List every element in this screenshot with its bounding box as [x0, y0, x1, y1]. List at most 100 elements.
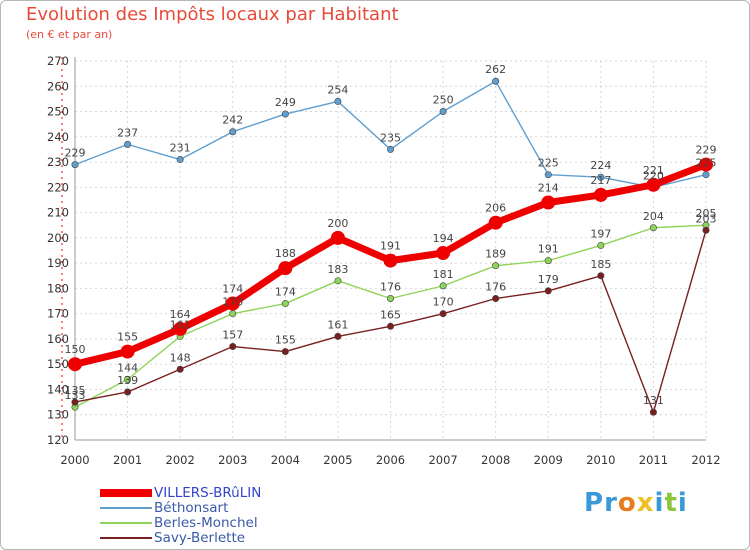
series-0-label-2011: 221	[643, 164, 664, 177]
series-1-point-2007	[439, 108, 447, 116]
series-2-label-2008: 189	[485, 248, 506, 261]
series-1-point-2004	[281, 110, 289, 118]
y-tick-label-130: 130	[47, 408, 69, 422]
series-2-point-2010	[597, 241, 605, 249]
series-3-point-2002	[176, 365, 184, 373]
series-3-point-2011	[649, 408, 657, 416]
series-1-label-2000: 229	[65, 147, 86, 160]
line-chart: 1201301401501601701801902002102202302402…	[47, 54, 721, 467]
series-1-label-2010: 224	[590, 159, 611, 172]
series-3-point-2003	[229, 343, 237, 351]
axes	[61, 57, 706, 441]
series-1-point-2001	[124, 140, 132, 148]
series-1-label-2001: 237	[117, 126, 138, 139]
x-axis-ticks: 2000 2001 2002 2003 2004 2005 2006 2007 2008 2009…	[60, 453, 720, 467]
series-2-label-2002: 161	[170, 318, 191, 331]
x-tick-label-2007: 2007	[428, 453, 457, 467]
proxiti-logo: Proxiti	[584, 488, 688, 518]
series-1-label-2012: 225	[696, 157, 717, 170]
series-0-label-2012: 229	[696, 144, 717, 157]
y-tick-label-270: 270	[47, 54, 69, 68]
series-1-point-2009	[544, 171, 552, 179]
series-3-label-2010: 185	[590, 258, 611, 271]
series-3-label-2001: 139	[117, 374, 138, 387]
y-tick-label-200: 200	[47, 231, 69, 245]
series-2-label-2005: 183	[327, 263, 348, 276]
y-tick-label-150: 150	[47, 357, 69, 371]
series-0-label-2010: 217	[590, 174, 611, 187]
series-1-label-2004: 249	[275, 96, 296, 109]
series-1-label-2007: 250	[433, 94, 454, 107]
series-3-label-2000: 135	[65, 384, 86, 397]
series-3-point-2010	[597, 272, 605, 280]
x-tick-label-2005: 2005	[323, 453, 352, 467]
series-1-label-2002: 231	[170, 142, 191, 155]
series-3-point-2009	[544, 287, 552, 295]
legend-label-1: Béthonsart	[154, 500, 229, 516]
series-3-label-2002: 148	[170, 351, 191, 364]
legend-label-3: Savy-Berlette	[154, 530, 246, 546]
series-3-label-2012: 203	[696, 212, 717, 225]
series-2-point-2009	[544, 257, 552, 265]
series-0-label-2000: 150	[65, 343, 86, 356]
x-tick-label-2004: 2004	[271, 453, 300, 467]
series-0-point-2004	[278, 261, 293, 276]
y-tick-label-230: 230	[47, 155, 69, 169]
y-tick-label-250: 250	[47, 105, 69, 119]
series-0-label-2009: 214	[538, 181, 559, 194]
chart-title: Evolution des Impôts locaux par Habitant	[26, 4, 399, 25]
x-tick-label-2012: 2012	[691, 453, 720, 467]
legend-swatch-3	[100, 537, 152, 539]
x-tick-label-2010: 2010	[586, 453, 615, 467]
series-0-point-2006	[383, 253, 398, 268]
series-0-label-2007: 194	[433, 232, 454, 245]
series-0-label-2008: 206	[485, 202, 506, 215]
logo-letter-0: P	[584, 488, 605, 518]
series-2-label-2000: 133	[65, 389, 86, 402]
legend-swatch-2	[100, 522, 152, 524]
series-0-label-2003: 174	[222, 283, 243, 296]
series-2-point-2006	[386, 295, 394, 303]
x-tick-label-2003: 2003	[218, 453, 247, 467]
series-0-point-2002	[173, 321, 188, 336]
series-3-point-2008	[492, 295, 500, 303]
series-2-point-2008	[492, 262, 500, 270]
series-0-label-2006: 191	[380, 240, 401, 253]
series-1-point-2003	[229, 128, 237, 136]
series-1-point-2000	[71, 161, 79, 169]
series-0-label-2002: 164	[170, 308, 191, 321]
series-0-point-2007	[436, 246, 451, 261]
y-tick-label-140: 140	[47, 382, 69, 396]
series-3-point-2007	[439, 310, 447, 318]
legend-label-2: Berles-Monchel	[154, 515, 258, 531]
logo-letter-4: i	[654, 488, 665, 518]
series-3-point-2004	[281, 348, 289, 356]
series-0-point-2012	[699, 157, 713, 172]
y-axis-ticks: 120 130 140 150 160 170 180 190 200 210 220 230 240 2…	[47, 54, 69, 447]
series-1-label-2009: 225	[538, 157, 559, 170]
series-2-label-2012: 205	[696, 207, 717, 220]
series-3-label-2006: 165	[380, 308, 401, 321]
y-tick-label-260: 260	[47, 79, 69, 93]
series-0-point-2000	[68, 357, 82, 372]
y-tick-label-240: 240	[47, 130, 69, 144]
series-2-label-2010: 197	[590, 227, 611, 240]
y-tick-label-190: 190	[47, 256, 69, 270]
series-0-label-2004: 188	[275, 247, 296, 260]
x-tick-label-2001: 2001	[113, 453, 142, 467]
series-3-label-2005: 161	[327, 318, 348, 331]
chart-subtitle: (en € et par an)	[26, 28, 113, 41]
legend-swatch-0	[100, 489, 152, 497]
series-3-label-2007: 170	[433, 296, 454, 309]
x-tick-label-2002: 2002	[166, 453, 195, 467]
logo-letter-6: i	[677, 488, 688, 518]
data-labels: 229 237 231 242 249 254 235 250 262 225 224 220 225 1…	[65, 63, 717, 407]
series-0-point-2010	[593, 187, 608, 202]
logo-letter-3: x	[636, 488, 655, 518]
series-2-label-2003: 170	[222, 296, 243, 309]
series-2-label-2011: 204	[643, 210, 664, 223]
logo-letter-5: t	[664, 488, 678, 518]
y-tick-label-120: 120	[47, 433, 69, 447]
series-3-point-2006	[386, 322, 394, 330]
series-0-label-2005: 200	[327, 217, 348, 230]
